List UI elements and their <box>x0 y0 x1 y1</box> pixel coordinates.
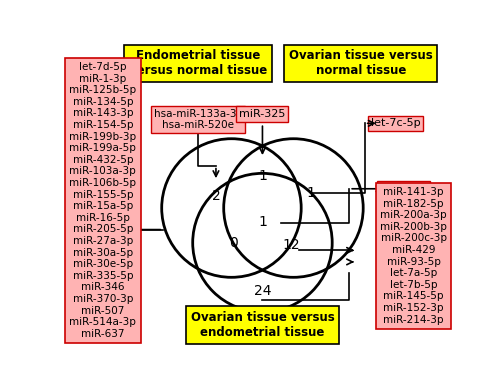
Text: 12: 12 <box>282 238 300 252</box>
Text: miR-141-3p
miR-182-5p
miR-200a-3p
miR-200b-3p
miR-200c-3p
miR-429
miR-93-5p
let-: miR-141-3p miR-182-5p miR-200a-3p miR-20… <box>380 187 447 325</box>
Text: Ovarian tissue versus
endometrial tissue: Ovarian tissue versus endometrial tissue <box>190 311 334 339</box>
Text: miR-325: miR-325 <box>240 109 286 119</box>
Text: 1: 1 <box>306 186 315 200</box>
Text: 1: 1 <box>258 169 267 183</box>
Text: 1: 1 <box>258 215 267 229</box>
Text: 2: 2 <box>212 190 220 203</box>
Text: let-7c-5p: let-7c-5p <box>371 119 420 128</box>
Text: hsa-miR-133a-3p
hsa-miR-520e: hsa-miR-133a-3p hsa-miR-520e <box>154 109 242 130</box>
Text: Ovarian tissue versus
normal tissue: Ovarian tissue versus normal tissue <box>289 49 433 77</box>
Text: miR-492: miR-492 <box>380 184 427 194</box>
Text: 0: 0 <box>228 236 237 250</box>
Text: let-7d-5p
miR-1-3p
miR-125b-5p
miR-134-5p
miR-143-3p
miR-154-5p
miR-199b-3p
miR-: let-7d-5p miR-1-3p miR-125b-5p miR-134-5… <box>69 62 136 339</box>
Text: 24: 24 <box>254 284 271 298</box>
Text: Endometrial tissue
versus normal tissue: Endometrial tissue versus normal tissue <box>129 49 267 77</box>
